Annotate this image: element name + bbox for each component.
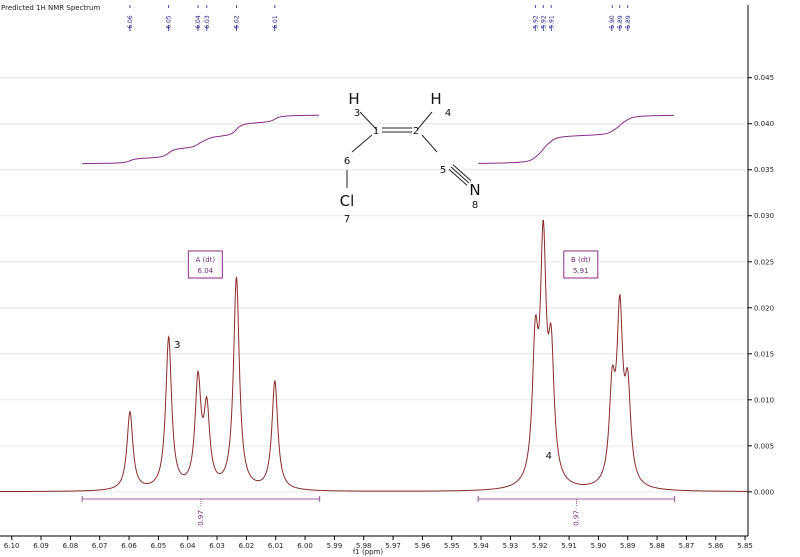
atom-number: 4	[445, 108, 451, 119]
multiplet-name: B (dt)	[571, 256, 591, 264]
multiplet-atom-label: 3	[174, 340, 180, 351]
atom-number: 3	[354, 108, 360, 119]
grid-lines	[0, 77, 748, 493]
x-tick-label: 6.00	[297, 542, 313, 550]
peak-label: 5.89	[617, 15, 624, 29]
integral-curve	[82, 114, 320, 165]
x-tick-label: 6.07	[92, 542, 108, 550]
chart-title: Predicted 1H NMR Spectrum	[1, 4, 100, 12]
bond	[450, 166, 470, 184]
x-axis: 6.10 6.09 6.08 6.07 6.06 6.05 6.04 6.03 6.02 6.01…	[0, 535, 753, 550]
atom-symbol: N	[469, 181, 480, 199]
integral-curves	[82, 114, 675, 165]
x-tick-label: 6.09	[33, 542, 49, 550]
x-tick-label: 6.02	[239, 542, 255, 550]
y-tick-label: 0.025	[754, 258, 774, 266]
atom-symbol: H	[348, 90, 359, 108]
peak-label: 5.92	[532, 15, 539, 29]
x-tick-label: 5.88	[649, 542, 665, 550]
multiplet-box	[563, 250, 599, 279]
x-axis-label: f1 (ppm)	[353, 548, 384, 556]
bond	[359, 111, 378, 131]
multiplet-shift: 6.04	[198, 267, 214, 275]
x-tick-label: 5.95	[444, 542, 460, 550]
y-tick-label: 0.010	[754, 396, 774, 404]
bond	[452, 164, 472, 182]
y-tick-label: 0.040	[754, 120, 774, 128]
x-tick-label: 5.98	[356, 542, 372, 550]
x-tick-label: 5.97	[385, 542, 401, 550]
x-tick-label: 6.06	[121, 542, 137, 550]
y-tick-label: 0.020	[754, 304, 774, 312]
bond	[448, 168, 468, 186]
y-tick-label: 0.030	[754, 212, 774, 220]
x-tick-label: 5.94	[473, 542, 489, 550]
x-tick-label: 5.87	[679, 542, 695, 550]
peak-label: 6.04	[195, 15, 202, 29]
x-tick-label: 6.01	[268, 542, 284, 550]
y-tick-label: 0.045	[754, 74, 774, 82]
integral-value: 0.97	[572, 510, 580, 526]
peak-label: 6.01	[272, 15, 279, 29]
atom-number: 7	[344, 214, 350, 225]
x-tick-label: 5.93	[503, 542, 519, 550]
integral-value: 0.97	[197, 510, 205, 526]
y-tick-label: 0.000	[754, 488, 774, 496]
multiplet-name: A (dt)	[195, 256, 215, 264]
peak-label: 5.90	[609, 15, 616, 29]
peak-label: 6.03	[204, 15, 211, 29]
peak-label: 6.06	[127, 15, 134, 29]
multiplet-box	[187, 250, 223, 279]
x-tick-label: 6.03	[209, 542, 225, 550]
x-tick-label: 5.92	[532, 542, 548, 550]
x-tick-label: 6.04	[180, 542, 196, 550]
y-tick-label: 0.005	[754, 442, 774, 450]
atom-number: 2	[413, 126, 419, 137]
spectrum-line	[0, 219, 748, 493]
atom-number: 8	[472, 200, 478, 211]
x-tick-label: 5.85	[737, 542, 753, 550]
peak-labels: 6.06 6.05 6.04 6.03 6.02 6.01 5.92 5.92 5.91 5.90…	[127, 5, 632, 31]
multiplet-shift: 5.91	[573, 267, 589, 275]
bond	[416, 111, 433, 131]
peak-label: 6.05	[166, 15, 173, 29]
x-tick-label: 5.99	[327, 542, 343, 550]
multiplet-boxes: A (dt) 6.04 B (dt) 5.91 3 4	[174, 250, 599, 462]
x-tick-label: 5.90	[591, 542, 607, 550]
atom-number: 1	[373, 126, 379, 137]
x-tick-label: 5.86	[708, 542, 724, 550]
y-tick-label: 0.015	[754, 350, 774, 358]
x-tick-label: 5.91	[561, 542, 577, 550]
x-tick-label: 5.96	[415, 542, 431, 550]
atom-number: 6	[344, 156, 350, 167]
y-axis: 0.000 0.005 0.010 0.015 0.020 0.025 0.030 0.035…	[747, 5, 774, 536]
atom-symbol: H	[430, 90, 441, 108]
multiplet-ranges: 0.97 0.97	[81, 496, 676, 526]
bond	[421, 134, 438, 153]
x-tick-label: 6.05	[151, 542, 167, 550]
x-tick-label: 6.10	[4, 542, 20, 550]
y-tick-label: 0.035	[754, 166, 774, 174]
integral-curve	[478, 114, 675, 164]
peak-label: 6.02	[233, 15, 240, 29]
multiplet-atom-label: 4	[546, 451, 552, 462]
peak-label: 5.89	[625, 15, 632, 29]
x-tick-label: 6.08	[63, 542, 79, 550]
x-tick-label: 5.89	[620, 542, 636, 550]
atom-number: 5	[440, 165, 446, 176]
bond	[351, 134, 373, 153]
peak-label: 5.91	[548, 15, 555, 29]
atom-symbol: Cl	[340, 192, 355, 210]
peak-label: 5.92	[540, 15, 547, 29]
